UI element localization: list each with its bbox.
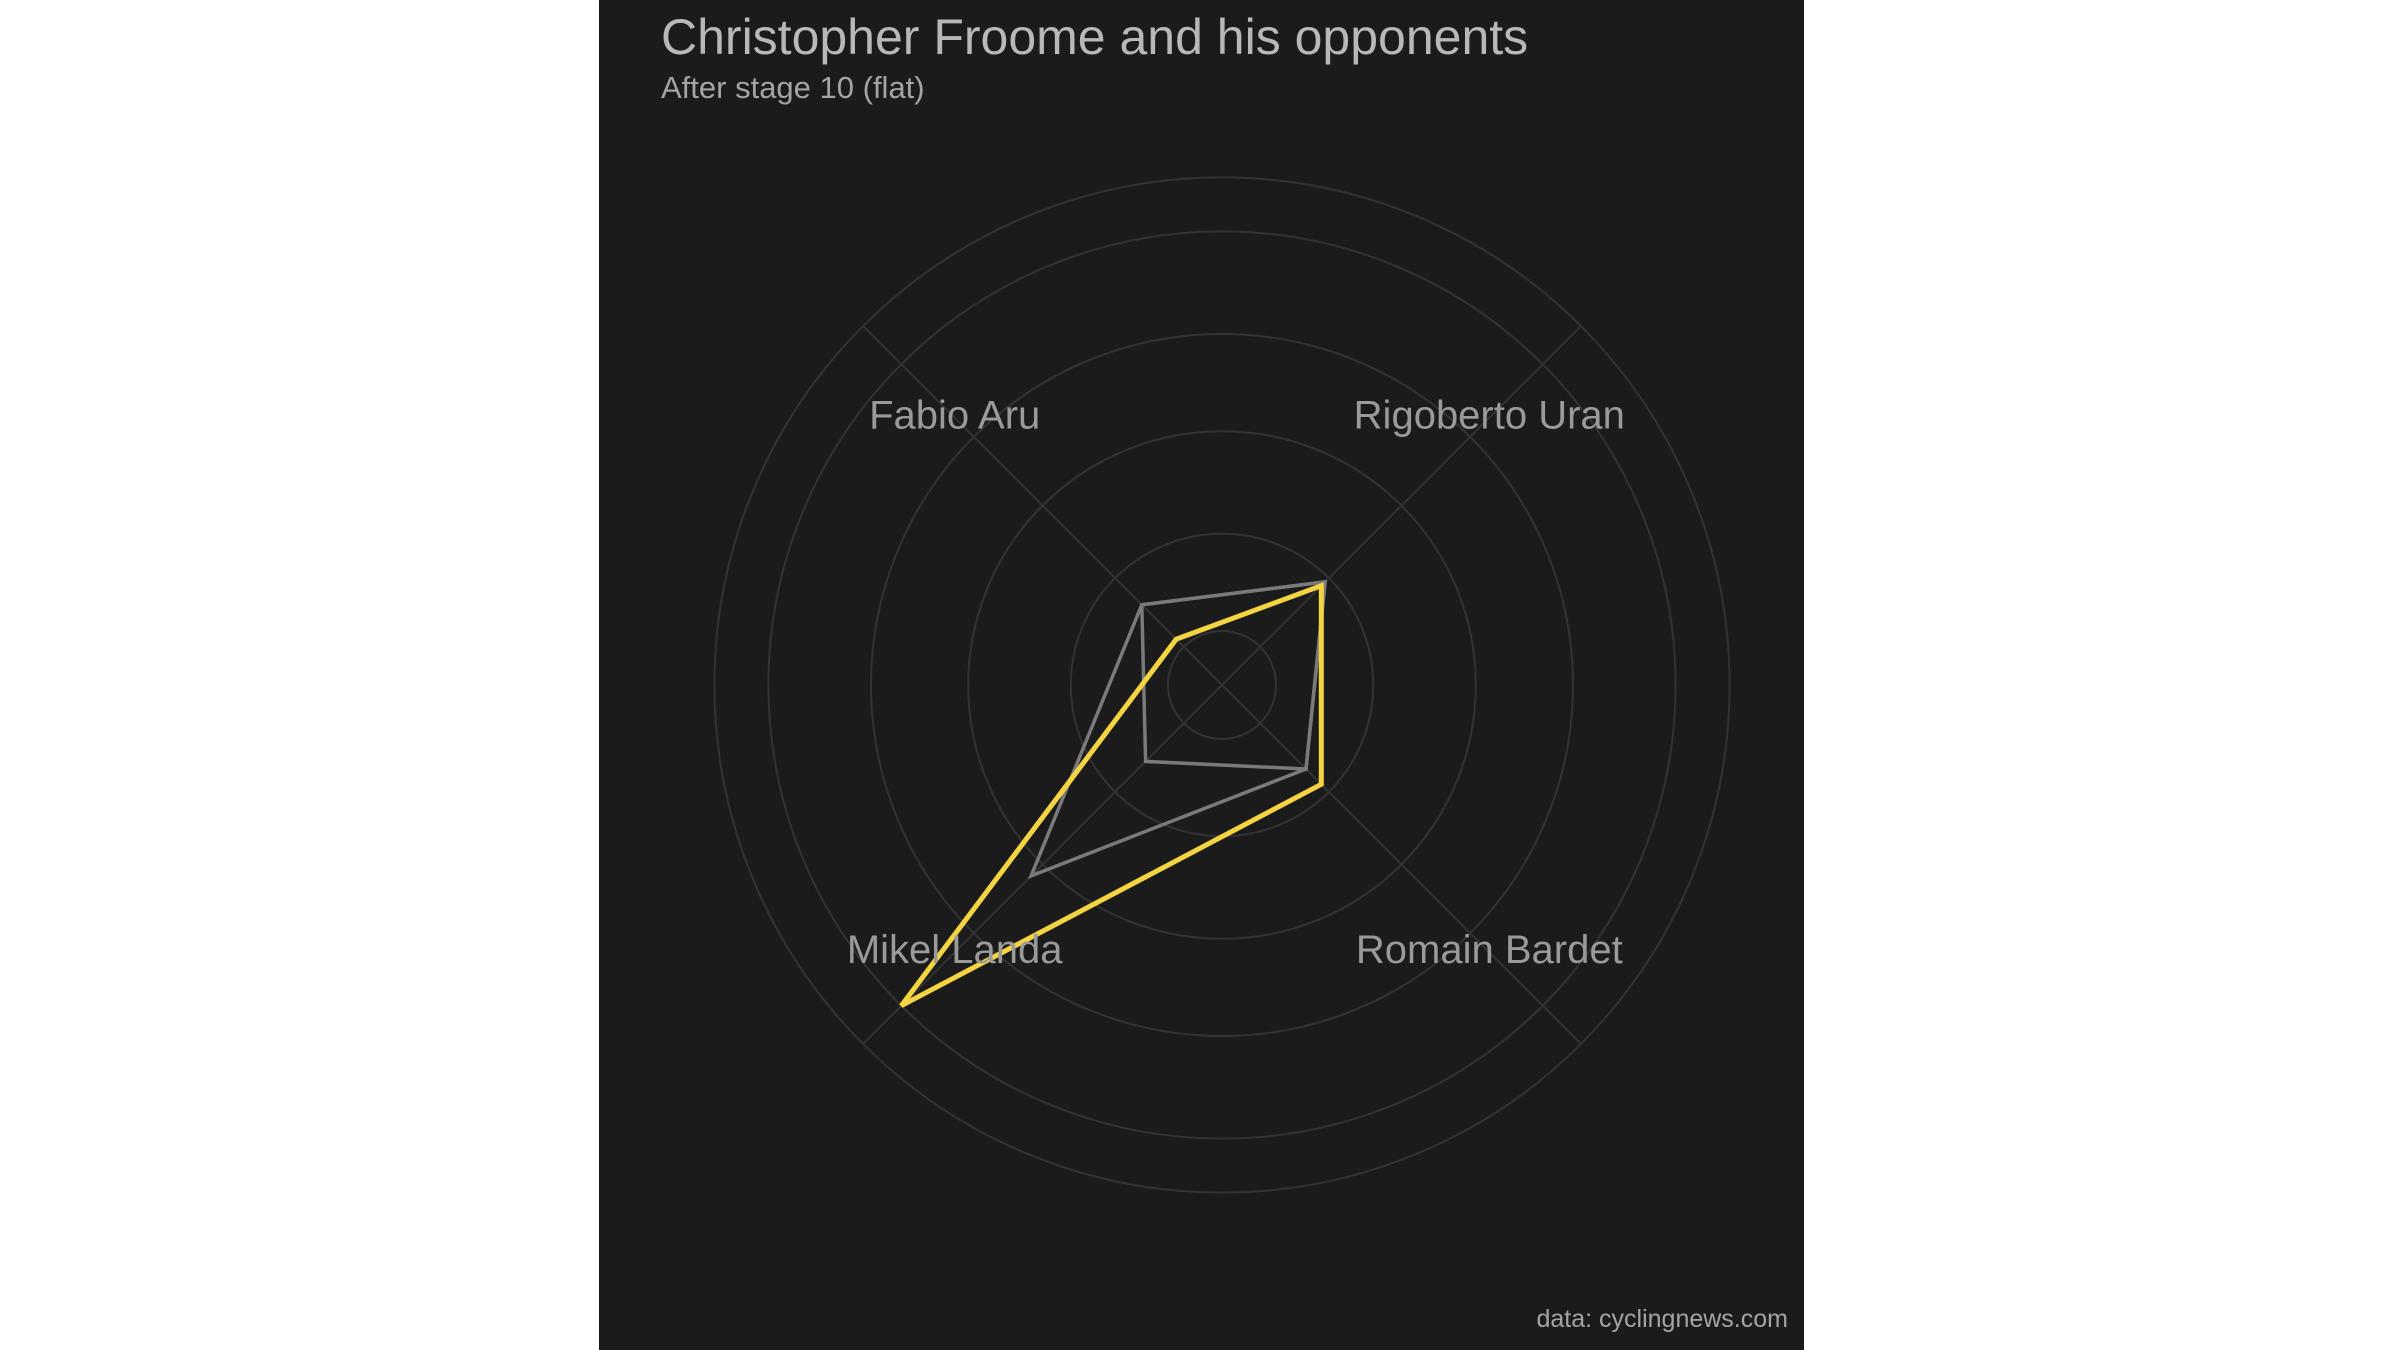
data-source-caption: data: cyclingnews.com — [1536, 1305, 1788, 1333]
axis-label-rigoberto-uran: Rigoberto Uran — [1354, 393, 1625, 437]
series-layer — [899, 579, 1328, 1008]
grid-ring-6 — [713, 176, 1731, 1194]
grid-layer — [713, 176, 1731, 1194]
grid-ring-3 — [967, 430, 1477, 940]
spoke-mikel-landa — [862, 684, 1223, 1045]
axis-label-layer: Rigoberto Uran Romain Bardet Mikel Landa Fa… — [847, 393, 1625, 972]
grid-ring-4 — [870, 333, 1574, 1037]
axis-label-mikel-landa: Mikel Landa — [847, 928, 1063, 972]
spoke-rigoberto-uran — [1221, 325, 1582, 686]
chart-subtitle: After stage 10 (flat) — [661, 70, 925, 105]
spoke-romain-bardet — [1221, 684, 1582, 1045]
radar-chart: Rigoberto Uran Romain Bardet Mikel Landa Fa… — [713, 176, 1731, 1194]
grid-ring-1 — [1167, 630, 1277, 740]
series-froome-polygon — [899, 582, 1324, 1008]
axis-label-romain-bardet: Romain Bardet — [1356, 928, 1623, 972]
series-polygon-2 — [1027, 579, 1328, 880]
chart-title: Christopher Froome and his opponents — [661, 9, 1529, 65]
chart-panel: Christopher Froome and his opponents Aft… — [599, 0, 1804, 1350]
spoke-fabio-aru — [862, 325, 1223, 686]
grid-ring-5 — [767, 230, 1677, 1140]
axis-label-fabio-aru: Fabio Aru — [869, 393, 1040, 437]
